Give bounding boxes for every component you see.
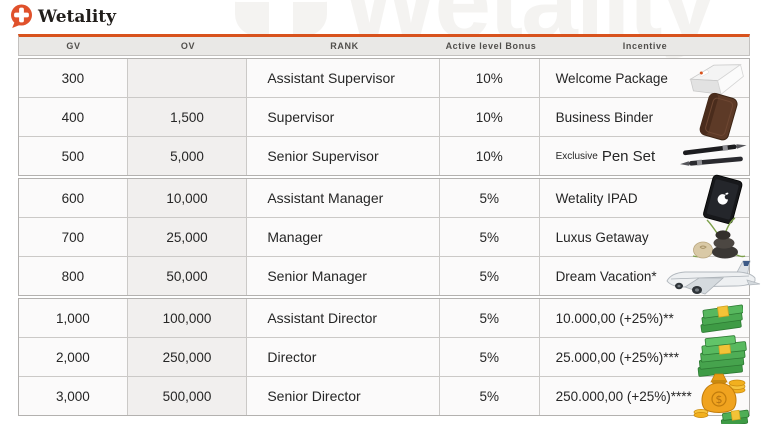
incentive-label: Welcome Package [555, 70, 668, 86]
money-stack-large-icon [695, 335, 749, 379]
rank-cell: Supervisor [247, 98, 440, 136]
brand-name: Wetality [38, 6, 117, 27]
ov-cell: 5,000 [127, 137, 248, 175]
table-row: 1,000 100,000 Assistant Director 5% 10.0… [19, 299, 749, 338]
gv-cell: 1,000 [19, 299, 128, 337]
ov-cell: 50,000 [127, 257, 248, 295]
money-bag-icon: $ [691, 370, 751, 424]
rank-cell: Senior Manager [247, 257, 440, 295]
header-active-level-bonus: Active level Bonus [445, 41, 537, 51]
table-row: 500 5,000 Senior Supervisor 10% Exclusiv… [19, 137, 749, 175]
table-header: GV OV RANK Active level Bonus Incentive [18, 34, 750, 56]
gv-cell: 3,000 [19, 377, 128, 415]
table-section-supervisor: 300 Assistant Supervisor 10% Welcome Pac… [18, 58, 750, 176]
bonus-cell: 5% [440, 218, 540, 256]
rank-cell: Assistant Director [247, 299, 440, 337]
incentive-prefix: Exclusive [555, 150, 598, 162]
gv-cell: 300 [19, 59, 128, 97]
incentive-cell: Luxus Getaway [540, 217, 749, 259]
table-row: 700 25,000 Manager 5% Luxus Getaway [19, 217, 749, 259]
rank-cell: Assistant Supervisor [247, 59, 440, 97]
brand-logo: Wetality [10, 4, 116, 29]
incentive-label: Luxus Getaway [555, 229, 649, 245]
ov-cell [127, 59, 248, 97]
bonus-cell: 5% [440, 377, 540, 415]
incentive-label: 25.000,00 (+25%)*** [555, 349, 680, 365]
header-incentive: Incentive [622, 41, 668, 51]
bonus-cell: 5% [440, 338, 540, 376]
rank-cell: Senior Supervisor [247, 137, 440, 175]
wetality-plus-icon [11, 4, 32, 28]
bonus-cell: 10% [440, 59, 540, 97]
incentive-label: 250.000,00 (+25%)**** [555, 388, 692, 404]
incentive-label: Wetality IPAD [555, 190, 638, 206]
incentive-cell: Wetality IPAD [540, 174, 749, 224]
incentive-cell: Welcome Package [540, 59, 749, 97]
incentive-label: 10.000,00 (+25%)** [555, 310, 674, 326]
ov-cell: 500,000 [127, 377, 248, 415]
header-rank: RANK [330, 41, 359, 51]
welcome-package-icon [683, 57, 749, 99]
table-section-director: 1,000 100,000 Assistant Director 5% 10.0… [18, 298, 750, 424]
ov-cell: 250,000 [127, 338, 248, 376]
gv-cell: 2,000 [19, 338, 128, 376]
gv-cell: 700 [19, 218, 128, 256]
bonus-cell: 10% [440, 98, 540, 136]
incentive-cell: Dream Vacation* [540, 257, 761, 295]
airplane-icon [663, 259, 761, 303]
ov-cell: 10,000 [127, 179, 248, 217]
spa-stones-icon [689, 214, 747, 264]
incentive-cell: 25.000,00 (+25%)*** [540, 335, 749, 379]
wetality-plus-watermark-icon [233, 0, 329, 38]
svg-text:$: $ [716, 393, 723, 406]
bonus-cell: 5% [440, 299, 540, 337]
incentive-label: Pen Set [601, 147, 656, 165]
incentive-cell: 250.000,00 (+25%)**** $ [540, 373, 750, 424]
rank-cell: Assistant Manager [247, 179, 440, 217]
table-row: 600 10,000 Assistant Manager 5% Wetality… [19, 174, 749, 224]
incentive-cell: Business Binder [540, 92, 749, 141]
bonus-cell: 5% [440, 179, 540, 217]
gv-cell: 500 [19, 137, 128, 175]
header-ov: OV [180, 41, 196, 51]
incentive-label: Business Binder [555, 109, 654, 125]
ipad-icon [697, 173, 745, 231]
ov-cell: 25,000 [127, 218, 248, 256]
bonus-cell: 10% [440, 137, 540, 175]
bonus-cell: 5% [440, 257, 540, 295]
rank-cell: Senior Director [247, 377, 440, 415]
ov-cell: 1,500 [127, 98, 248, 136]
incentive-label: Dream Vacation* [555, 268, 657, 284]
table-row: 400 1,500 Supervisor 10% Business Binder [19, 92, 749, 141]
incentive-cell: 10.000,00 (+25%)** [540, 299, 749, 337]
business-binder-icon [695, 90, 741, 144]
gv-cell: 400 [19, 98, 128, 136]
header-gv: GV [66, 41, 81, 51]
rank-cell: Director [247, 338, 440, 376]
table-row: 800 50,000 Senior Manager 5% Dream Vacat… [19, 257, 761, 295]
pen-set-icon [675, 141, 753, 171]
gv-cell: 600 [19, 179, 128, 217]
rank-cell: Manager [247, 218, 440, 256]
gv-cell: 800 [19, 257, 128, 295]
table-section-manager: 600 10,000 Assistant Manager 5% Wetality… [18, 174, 761, 296]
table-row: 3,000 500,000 Senior Director 5% 250.000… [19, 373, 750, 424]
table-row: 2,000 250,000 Director 5% 25.000,00 (+25… [19, 335, 749, 379]
money-stack-icon [697, 300, 744, 336]
ov-cell: 100,000 [127, 299, 248, 337]
incentive-cell: Exclusive Pen Set [540, 137, 749, 175]
table-row: 300 Assistant Supervisor 10% Welcome Pac… [19, 59, 749, 98]
